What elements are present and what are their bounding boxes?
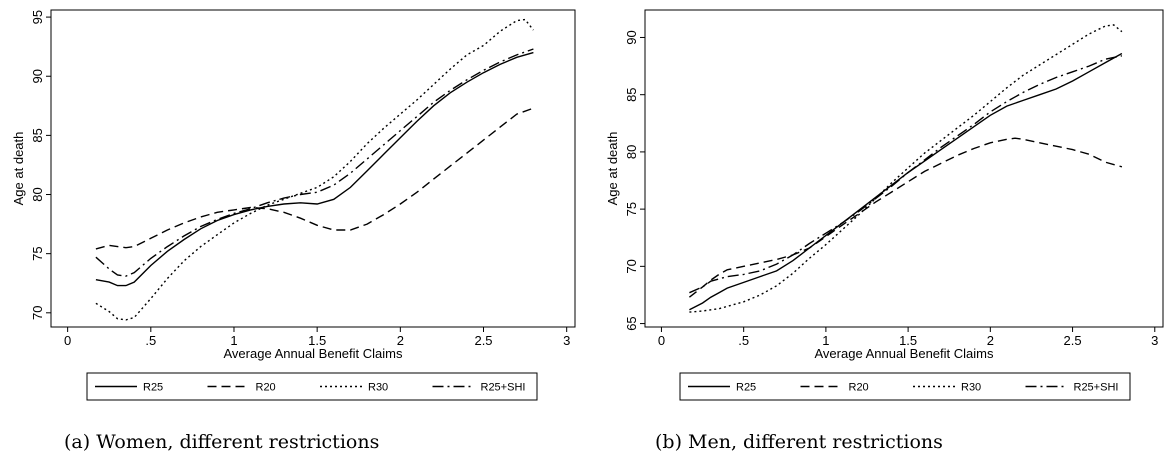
series-line-r25 [689, 52, 1123, 311]
legend-label: R20 [849, 382, 869, 394]
chart-panel-1: 0 .5 1 1.5 2 2.5 3 70 75 80 85 90 95 Average Annual B… [11, 9, 576, 453]
y-tick-label: 80 [30, 187, 45, 201]
x-tick-label: 1.5 [308, 333, 326, 348]
y-tick-label: 90 [624, 30, 639, 44]
x-tick-label: 2 [397, 333, 404, 348]
legend-label: R30 [368, 382, 388, 394]
x-tick-label: 3 [1151, 333, 1158, 348]
x-axis-label: Average Annual Benefit Claims [815, 346, 994, 361]
y-tick-label: 85 [30, 128, 45, 142]
legend-label: R25 [143, 382, 163, 394]
x-tick-label: 3 [563, 333, 570, 348]
series-line-r25-shi [689, 55, 1123, 294]
legend-label: R20 [256, 382, 276, 394]
y-axis-label: Age at death [605, 132, 620, 206]
y-tick-label: 90 [30, 69, 45, 83]
legend: R25 R20 R30 R25+SHI [679, 372, 1131, 401]
figure-caption: (b) Men, different restrictions [655, 431, 943, 453]
figure-caption: (a) Women, different restrictions [64, 431, 379, 453]
series-line-r30 [95, 18, 534, 321]
y-tick-label: 80 [624, 145, 639, 159]
y-tick-label: 75 [30, 246, 45, 260]
y-tick-label: 65 [624, 316, 639, 330]
series-line-r25-shi [95, 48, 534, 277]
chart-panel-2: 0 .5 1 1.5 2 2.5 3 65 70 75 80 85 90 Average Annual B… [605, 9, 1164, 453]
x-axis-label: Average Annual Benefit Claims [224, 346, 403, 361]
y-axis-label: Age at death [11, 132, 26, 206]
legend-label: R25+SHI [481, 382, 526, 394]
y-tick-label: 70 [30, 306, 45, 320]
x-tick-label: 2.5 [474, 333, 492, 348]
x-tick-label: 1.5 [899, 333, 917, 348]
x-tick-label: .5 [738, 333, 749, 348]
x-tick-label: 1 [230, 333, 237, 348]
y-tick-label: 70 [624, 259, 639, 273]
series-line-r30 [689, 24, 1123, 313]
series-line-r20 [95, 107, 534, 250]
plot-frame [644, 9, 1164, 328]
x-tick-label: 2 [987, 333, 994, 348]
legend-label: R25 [736, 382, 756, 394]
series-line-r25 [95, 51, 534, 287]
y-tick-label: 75 [624, 202, 639, 216]
legend: R25 R20 R30 R25+SHI [86, 372, 538, 401]
legend-label: R30 [961, 382, 981, 394]
y-tick-label: 85 [624, 87, 639, 101]
x-tick-label: 1 [822, 333, 829, 348]
y-tick-label: 95 [30, 10, 45, 24]
legend-label: R25+SHI [1074, 382, 1119, 394]
series-line-r20 [688, 137, 1123, 298]
plot-frame [50, 9, 576, 328]
x-tick-label: .5 [145, 333, 156, 348]
x-tick-label: 0 [658, 333, 665, 348]
x-tick-label: 2.5 [1064, 333, 1082, 348]
x-tick-label: 0 [64, 333, 71, 348]
